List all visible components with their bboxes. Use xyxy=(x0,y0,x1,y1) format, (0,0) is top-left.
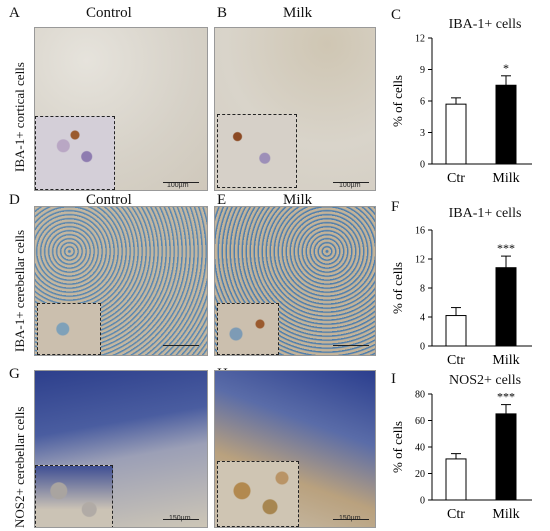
inset-b xyxy=(217,114,297,188)
bar-milk xyxy=(495,413,517,501)
y-tick-label: 9 xyxy=(420,65,425,76)
y-axis-label: % of cells xyxy=(390,421,405,473)
panel-title-b: Milk xyxy=(283,5,313,21)
panel-title-d: Control xyxy=(86,192,132,208)
y-tick-label: 0 xyxy=(420,342,425,353)
micrograph-e xyxy=(214,206,376,356)
scale-label-a: 100µm xyxy=(167,182,189,189)
y-tick-label: 6 xyxy=(420,97,425,108)
significance-marker: * xyxy=(503,61,509,75)
chart-title-i: NOS2+ cells xyxy=(448,373,522,388)
micrograph-g: 150µm xyxy=(34,370,208,528)
y-tick-label: 60 xyxy=(415,416,425,427)
row-label-cerebellar-nos2: NOS2+ cerebellar cells xyxy=(12,406,27,528)
chart-i: 0 20 40 60 80 % of cells Ctr *** Milk xyxy=(390,390,532,522)
inset-a xyxy=(35,116,115,190)
panel-letter-b: B xyxy=(217,5,228,21)
y-tick-label: 12 xyxy=(415,34,425,45)
y-tick-label: 0 xyxy=(420,160,425,171)
bar-milk xyxy=(495,84,517,165)
micrograph-d xyxy=(34,206,208,356)
chart-c: 0 3 6 9 12 % of cells Ctr * Milk xyxy=(390,34,532,186)
y-tick-label: 16 xyxy=(415,226,425,237)
y-tick-label: 20 xyxy=(415,469,425,480)
inset-d xyxy=(37,303,101,355)
scale-label-b: 100µm xyxy=(339,182,361,189)
panel-letter-i: I xyxy=(391,371,396,387)
significance-marker: *** xyxy=(497,241,515,255)
category-label: Milk xyxy=(492,507,519,522)
panel-letter-a: A xyxy=(9,5,20,21)
bar-ctr xyxy=(445,315,467,347)
micrograph-b: 100µm xyxy=(214,27,376,191)
y-tick-label: 4 xyxy=(420,313,425,324)
micrograph-a: 100µm xyxy=(34,27,208,191)
panel-letter-f: F xyxy=(391,199,400,215)
panel-letter-e: E xyxy=(217,192,227,208)
chart-title-f: IBA-1+ cells xyxy=(448,206,522,221)
y-tick-label: 3 xyxy=(420,128,425,139)
scale-label-g: 150µm xyxy=(169,515,191,522)
category-label: Ctr xyxy=(447,171,465,186)
inset-e xyxy=(217,303,279,355)
significance-marker: *** xyxy=(497,390,515,404)
row-label-cerebellar-iba: IBA-1+ cerebellar cells xyxy=(12,229,27,352)
inset-h xyxy=(217,461,299,527)
category-label: Milk xyxy=(492,353,519,368)
panel-letter-c: C xyxy=(391,7,402,23)
bar-ctr xyxy=(445,458,467,501)
panel-letter-g: G xyxy=(9,366,20,382)
panel-title-a: Control xyxy=(86,5,132,21)
y-axis-label: % of cells xyxy=(390,75,405,127)
panel-title-e: Milk xyxy=(283,192,313,208)
inset-g xyxy=(35,465,113,527)
y-tick-label: 8 xyxy=(420,284,425,295)
micrograph-h: 150µm xyxy=(214,370,376,528)
panel-letter-d: D xyxy=(9,192,20,208)
category-label: Milk xyxy=(492,171,519,186)
y-tick-label: 40 xyxy=(415,443,425,454)
category-label: Ctr xyxy=(447,507,465,522)
row-label-cortical: IBA-1+ cortical cells xyxy=(12,62,27,172)
y-tick-label: 0 xyxy=(420,496,425,507)
y-axis-label: % of cells xyxy=(390,262,405,314)
y-tick-label: 12 xyxy=(415,255,425,266)
bar-ctr xyxy=(445,103,467,165)
chart-f: 0 4 8 12 16 % of cells Ctr *** Milk xyxy=(390,226,532,368)
bar-milk xyxy=(495,267,517,347)
y-tick-label: 80 xyxy=(415,390,425,401)
scale-label-h: 150µm xyxy=(339,515,361,522)
chart-title-c: IBA-1+ cells xyxy=(448,17,522,32)
category-label: Ctr xyxy=(447,353,465,368)
